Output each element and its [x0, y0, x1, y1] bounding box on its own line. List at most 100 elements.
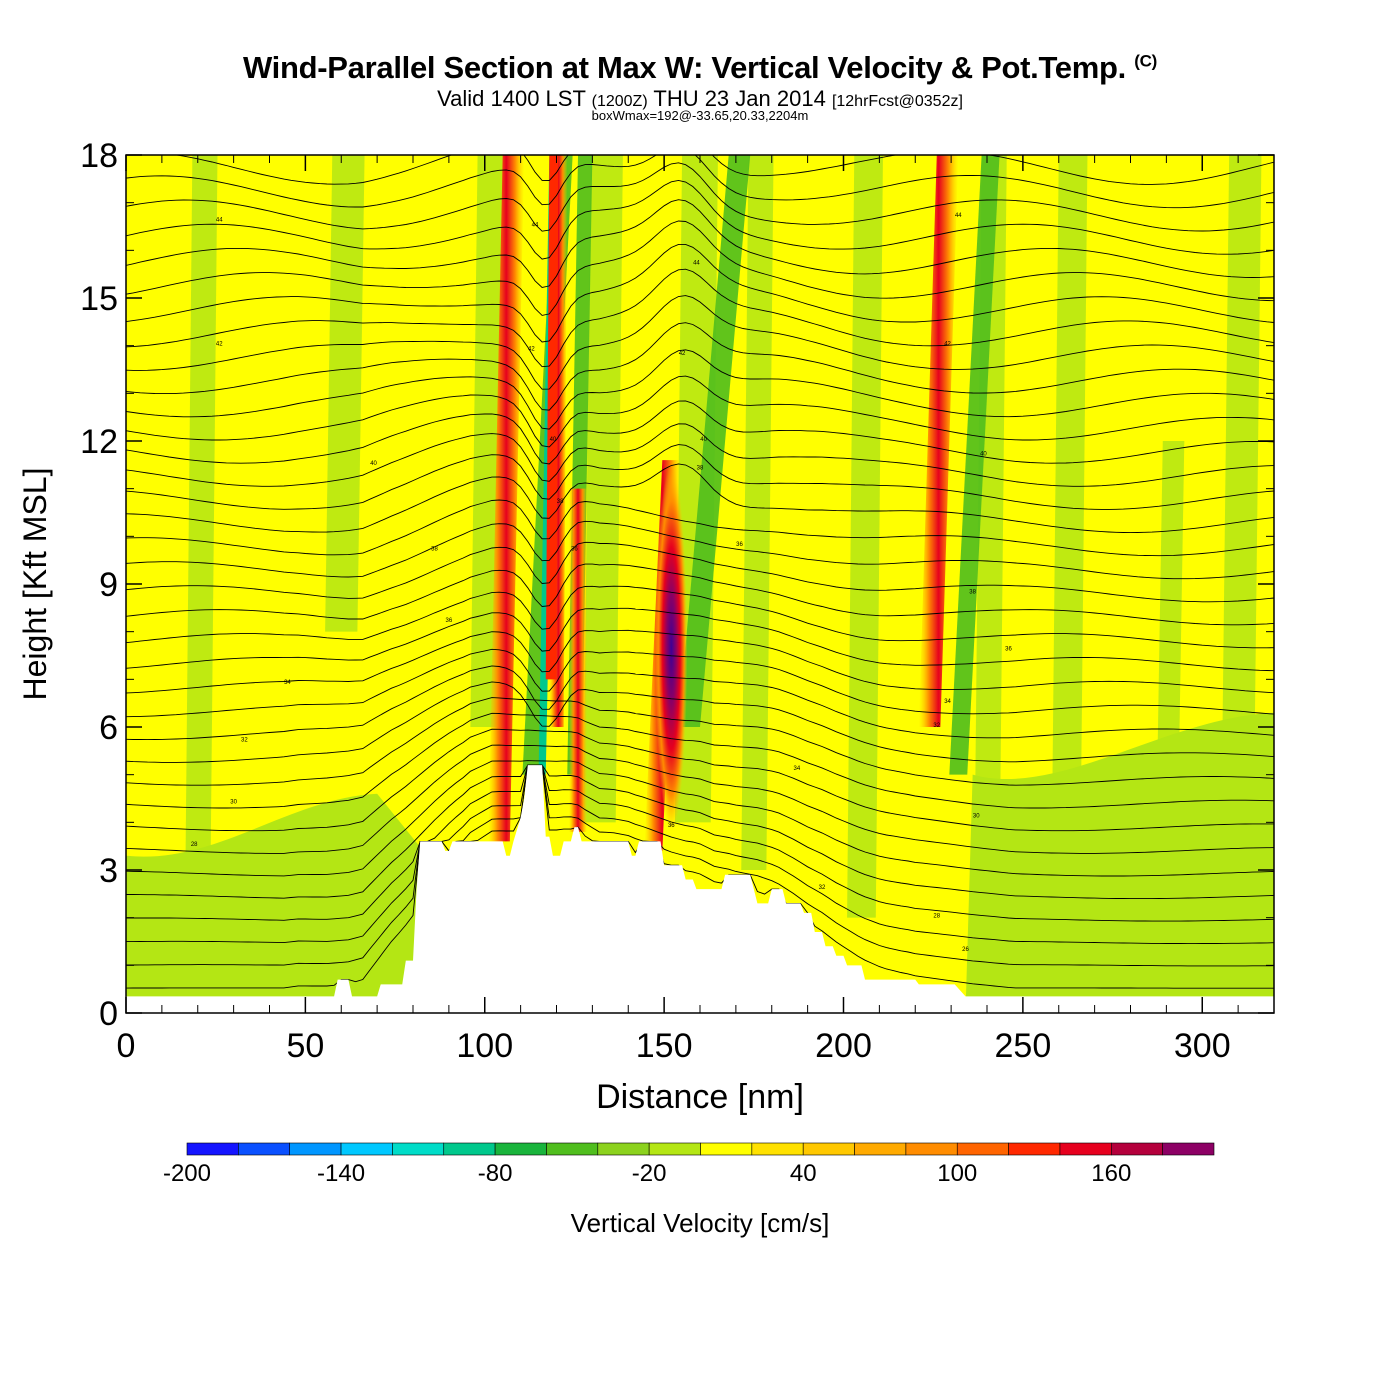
colorbar-swatch — [802, 1142, 855, 1156]
updraft-band — [918, 155, 959, 727]
y-tick-label: 6 — [99, 709, 118, 747]
colorbar-swatch — [186, 1142, 239, 1156]
isentrope-label: 40 — [700, 437, 707, 443]
isentrope-label: 32 — [241, 737, 248, 743]
descent-band — [678, 155, 751, 727]
isentrope-label: 36 — [736, 542, 743, 548]
colorbar-swatch — [392, 1142, 445, 1156]
colorbar-swatch — [340, 1142, 393, 1156]
isentrope-line — [126, 400, 1274, 465]
valid-time: Valid 1400 LST — [437, 86, 586, 111]
valid-date: THU 23 Jan 2014 — [653, 86, 826, 111]
isentrope-label: 38 — [431, 547, 438, 553]
y-tick-label: 15 — [80, 280, 118, 318]
isentrope-line — [126, 499, 1274, 557]
isentrope-line — [126, 199, 1274, 288]
colorbar-swatch — [648, 1142, 701, 1156]
colorbar-tick-label: 40 — [790, 1160, 817, 1187]
isentrope-label: 38 — [969, 590, 976, 596]
colorbar-swatch — [1008, 1142, 1061, 1156]
isentrope-line — [126, 760, 1274, 877]
isentrope-line — [126, 764, 1274, 900]
isentrope-line — [126, 697, 1274, 786]
isentrope-label: 40 — [370, 461, 377, 467]
isentrope-label: 36 — [446, 618, 453, 624]
y-axis-label: Height [Kft MSL] — [17, 468, 53, 701]
colorbar-tick-label: 100 — [937, 1160, 977, 1187]
weak-descent-band — [847, 155, 883, 918]
potential-temperature-contours: 44 42 40 38 36 34 32 30 28 44 42 40 38 36 36 44 42 40 38 36… — [126, 155, 1274, 989]
colorbar-swatch — [1111, 1142, 1163, 1156]
isentrope-label: 42 — [679, 351, 686, 357]
isentrope-label: 36 — [571, 547, 578, 553]
isentrope-label: 44 — [216, 218, 223, 224]
colorbar-swatch — [1162, 1142, 1215, 1156]
colorbar-swatch — [854, 1142, 907, 1156]
isentrope-label: 36 — [668, 823, 675, 829]
colorbar-tick-label: -200 — [163, 1160, 211, 1187]
isentrope-line — [126, 520, 1274, 580]
colorbar-swatch — [494, 1142, 547, 1156]
colorbar-swatch — [289, 1142, 342, 1156]
isentrope-label: 40 — [550, 437, 557, 443]
x-tick-label: 250 — [995, 1027, 1052, 1065]
isentrope-label: 44 — [955, 213, 962, 219]
weak-descent-band — [741, 155, 774, 870]
box-wmax-line: boxWmax=192@-33.65,20.33,2204m — [591, 108, 809, 123]
colorbar-swatch — [905, 1142, 958, 1156]
colorbar-swatch — [546, 1142, 599, 1156]
isentrope-line — [126, 541, 1274, 603]
colorbar-swatch — [597, 1142, 650, 1156]
colorbar-swatch — [700, 1142, 753, 1156]
colorbar-tick-label: 160 — [1091, 1160, 1131, 1187]
isentrope-line — [126, 179, 1274, 260]
isentrope-line — [126, 423, 1274, 487]
colorbar-swatch — [956, 1142, 1009, 1156]
isentrope-label: 34 — [284, 680, 291, 686]
x-tick-label: 100 — [456, 1027, 513, 1065]
isentrope-line — [126, 349, 1274, 430]
isentrope-label: 34 — [944, 699, 951, 705]
isentrope-label: 34 — [794, 766, 801, 772]
colorbar-tick-label: -80 — [478, 1160, 513, 1187]
y-tick-label: 3 — [99, 852, 118, 890]
isentrope-line — [126, 665, 1274, 741]
isentrope-line — [126, 563, 1274, 626]
weak-descent-band — [1221, 155, 1262, 775]
isentrope-line — [126, 220, 1274, 316]
isentrope-line — [126, 607, 1274, 672]
weak-descent-band — [1051, 155, 1088, 870]
isentrope-line — [126, 764, 1274, 967]
isentrope-line — [126, 375, 1274, 448]
isentrope-line — [126, 268, 1274, 368]
forecast-info: [12hrFcst@0352z] — [831, 93, 963, 110]
y-tick-label: 0 — [99, 995, 118, 1033]
isentrope-label: 32 — [933, 723, 940, 729]
isentrope-line — [126, 444, 1274, 510]
isentrope-line — [126, 322, 1274, 411]
colorbar: -200 -140 -80 -20 40 100 160 Vertical Velocity … — [163, 1142, 1215, 1238]
isentrope-label: 36 — [1005, 647, 1012, 653]
isentrope-label: 44 — [693, 261, 700, 267]
weak-descent-band — [185, 155, 218, 894]
colorbar-label: Vertical Velocity [cm/s] — [571, 1208, 830, 1238]
colorbar-tick-label: -20 — [632, 1160, 667, 1187]
x-tick-label: 50 — [286, 1027, 324, 1065]
updraft-band — [488, 155, 525, 842]
x-tick-label: 150 — [636, 1027, 693, 1065]
isentrope-line — [126, 764, 1274, 945]
weak-descent-band — [583, 155, 623, 823]
isentrope-label: 26 — [962, 947, 969, 953]
x-axis-label: Distance [nm] — [596, 1078, 804, 1116]
isentrope-line — [126, 744, 1274, 854]
isentrope-line — [173, 155, 1274, 185]
isentrope-line — [126, 585, 1274, 649]
chart-subtitle: Valid 1400 LST (1200Z) THU 23 Jan 2014 [… — [0, 86, 1400, 112]
low-level-descent — [126, 793, 431, 1013]
isentrope-line — [126, 712, 1274, 809]
y-tick-label: 9 — [99, 566, 118, 604]
y-tick-label: 18 — [80, 137, 118, 175]
isentrope-label: 42 — [216, 342, 223, 348]
